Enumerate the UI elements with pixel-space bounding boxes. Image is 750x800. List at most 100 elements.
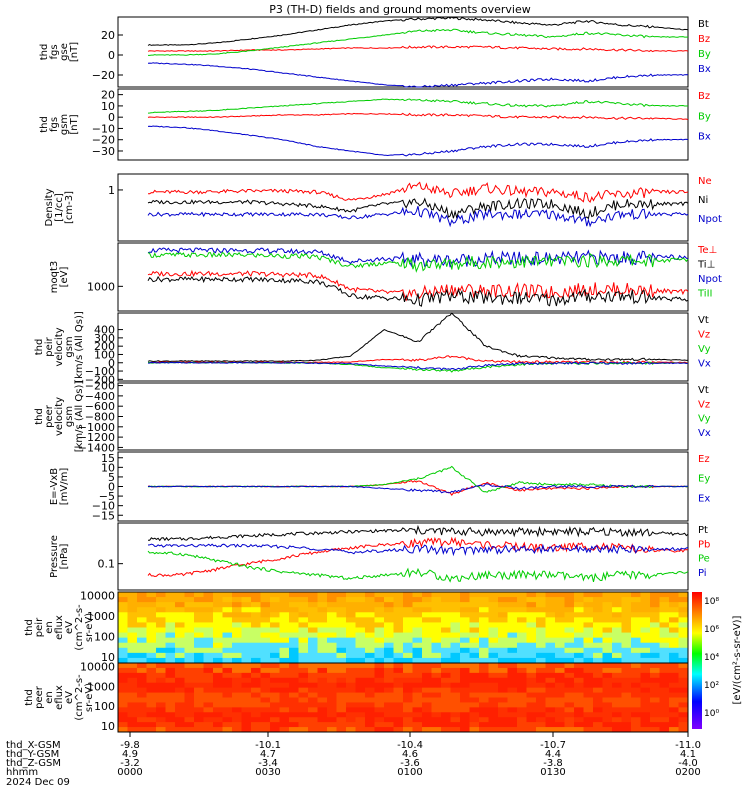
heat-cell — [279, 602, 290, 608]
heat-cell — [621, 692, 632, 698]
heat-cell — [146, 632, 157, 639]
heat-cell — [650, 697, 660, 703]
heat-cell — [669, 602, 679, 608]
ytick-label: −200 — [85, 380, 115, 393]
heat-cell — [279, 657, 290, 664]
heat-cell — [583, 597, 594, 603]
heat-cell — [137, 727, 147, 733]
heat-cell — [365, 612, 375, 618]
heat-cell — [165, 707, 176, 713]
heat-cell — [384, 727, 394, 733]
heat-cell — [374, 707, 385, 713]
heat-cell — [678, 677, 689, 684]
ephem-z: -4.0 — [678, 758, 698, 769]
heat-cell — [669, 707, 679, 713]
heat-cell — [213, 727, 223, 733]
heat-cell — [422, 717, 432, 723]
heat-cell — [222, 663, 233, 669]
heat-cell — [175, 642, 185, 649]
heat-cell — [137, 642, 147, 649]
heat-cell — [317, 702, 328, 708]
heat-cell — [678, 722, 689, 728]
heat-cell — [298, 607, 309, 613]
heat-cell — [270, 607, 280, 613]
heat-cell — [260, 692, 271, 698]
legend-Vt: Vt — [698, 385, 709, 396]
heat-cell — [640, 727, 651, 733]
heat-cell — [203, 702, 214, 708]
heat-cell — [260, 647, 271, 654]
heat-cell — [469, 602, 480, 608]
heat-cell — [384, 652, 394, 659]
heat-cell — [365, 622, 375, 628]
heat-cell — [203, 637, 214, 644]
ylabel: moqt3[eV] — [49, 261, 70, 294]
heat-cell — [127, 632, 138, 639]
heat-cell — [289, 712, 299, 718]
heat-cell — [479, 647, 489, 654]
heat-cell — [203, 607, 214, 613]
panel-peer_velocity: thdpeervelocitygsm[km/s (All Qs)] −200−40… — [34, 380, 711, 455]
heat-cell — [232, 627, 242, 634]
heat-cell — [270, 727, 280, 733]
heat-cell — [222, 682, 233, 689]
heat-cell — [251, 672, 261, 679]
heat-cell — [621, 702, 632, 708]
heat-cell — [555, 692, 565, 698]
ytick-label: −400 — [85, 390, 115, 403]
ytick-label: 400 — [94, 324, 115, 337]
heat-cell — [612, 687, 622, 694]
heat-cell — [118, 617, 128, 623]
heat-cell — [422, 702, 432, 708]
heat-cell — [175, 667, 185, 674]
heat-cell — [317, 707, 328, 713]
heat-cell — [156, 597, 166, 603]
heat-cell — [669, 627, 679, 634]
heat-cell — [564, 702, 575, 708]
heat-cell — [365, 657, 375, 664]
heat-cell — [327, 647, 337, 654]
heat-cell — [450, 717, 461, 723]
heat-cell — [545, 667, 556, 674]
ephem-row-label: 2024 Dec 09 — [6, 777, 70, 788]
heat-cell — [441, 707, 451, 713]
heat-cell — [555, 682, 565, 689]
heat-cell — [669, 632, 679, 639]
heat-cell — [422, 597, 432, 603]
ytick-label: 100 — [94, 348, 115, 361]
heat-cell — [222, 687, 233, 694]
heat-cell — [165, 677, 176, 684]
heat-cell — [621, 622, 632, 628]
ylabel-line: peir — [34, 617, 45, 637]
heat-cell — [564, 707, 575, 713]
heat-cell — [650, 682, 660, 689]
heat-cell — [536, 607, 546, 613]
heat-cell — [156, 712, 166, 718]
heat-cell — [574, 712, 584, 718]
heat-cell — [251, 657, 261, 664]
heat-cell — [146, 617, 157, 623]
heat-cell — [260, 707, 271, 713]
heat-cell — [640, 702, 651, 708]
heat-cell — [270, 722, 280, 728]
heat-cell — [146, 602, 157, 608]
heat-cell — [241, 657, 252, 664]
panel-frame — [117, 88, 689, 161]
heat-cell — [431, 607, 442, 613]
heat-cell — [593, 617, 603, 623]
heat-cell — [631, 682, 641, 689]
heat-cell — [241, 642, 252, 649]
heat-cell — [165, 637, 176, 644]
heat-cell — [545, 692, 556, 698]
heat-cell — [498, 637, 508, 644]
heat-cell — [194, 602, 204, 608]
heat-cell — [327, 687, 337, 694]
heat-cell — [659, 642, 670, 649]
heat-cell — [289, 692, 299, 698]
ylabel-line: Pressure — [49, 535, 60, 578]
heat-cell — [678, 667, 689, 674]
heat-cell — [279, 722, 290, 728]
heat-cell — [241, 627, 252, 634]
heat-cell — [365, 592, 375, 598]
